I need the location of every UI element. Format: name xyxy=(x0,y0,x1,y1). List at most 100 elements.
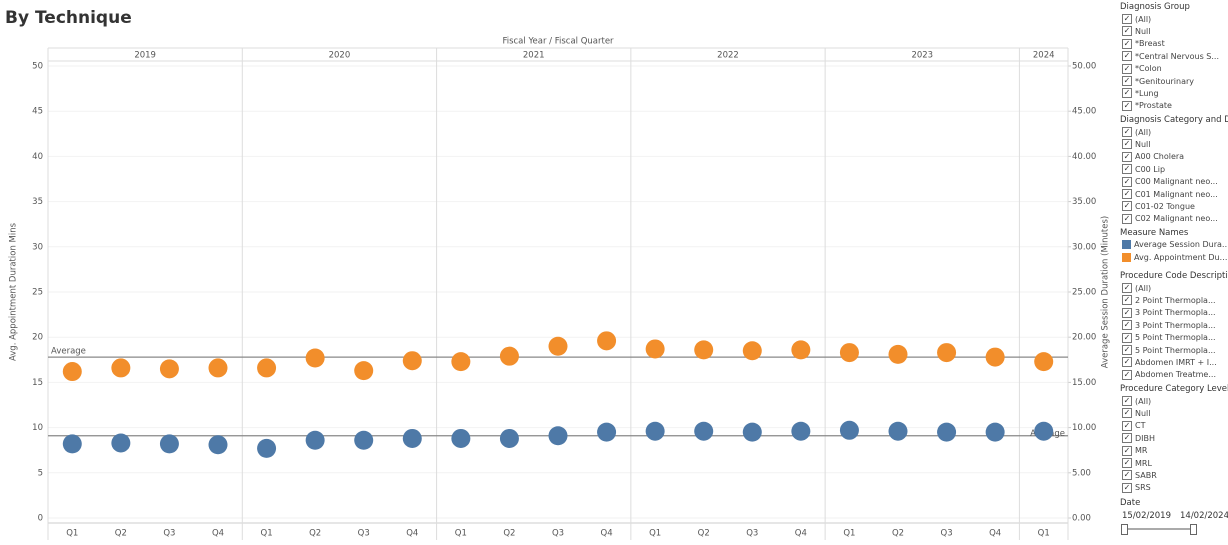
swatch xyxy=(1122,253,1131,262)
filter-item[interactable]: ✓ (All) xyxy=(1122,14,1151,24)
slider-handle[interactable] xyxy=(1190,524,1197,535)
filter-item[interactable]: ✓ Abdomen IMRT + I... xyxy=(1122,357,1217,368)
checkbox[interactable]: ✓ xyxy=(1122,201,1132,212)
point xyxy=(985,422,1005,442)
checkbox[interactable]: ✓ xyxy=(1122,445,1132,456)
legend-entry[interactable]: Avg. Appointment Du… xyxy=(1122,253,1228,262)
checkbox[interactable]: ✓ xyxy=(1122,369,1132,380)
filter-item[interactable]: ✓ *Lung xyxy=(1122,88,1159,99)
filter-item[interactable]: ✓ *Genitourinary xyxy=(1122,76,1194,86)
checkbox[interactable]: ✓ xyxy=(1122,307,1132,318)
filter-item[interactable]: ✓ 3 Point Thermopla... xyxy=(1122,320,1216,331)
checkbox[interactable]: ✓ xyxy=(1122,127,1132,137)
point xyxy=(548,426,568,446)
checkbox[interactable]: ✓ xyxy=(1122,420,1132,431)
label: (All) xyxy=(1135,283,1152,293)
filter-item[interactable]: ✓ Null xyxy=(1122,408,1151,419)
filter-item[interactable]: ✓ 5 Point Thermopla... xyxy=(1122,332,1216,343)
checkbox[interactable]: ✓ xyxy=(1122,100,1132,111)
label: *Prostate xyxy=(1135,101,1172,111)
filter-item[interactable]: ✓ 2 Point Thermopla... xyxy=(1122,295,1216,306)
label: 3 Point Thermopla... xyxy=(1135,308,1216,318)
y2-tick-label: 30.00 xyxy=(1072,242,1096,252)
legend-entry[interactable]: Average Session Dura… xyxy=(1122,240,1228,249)
label: *Lung xyxy=(1135,88,1159,98)
checkbox[interactable]: ✓ xyxy=(1122,26,1132,37)
label: 5 Point Thermopla... xyxy=(1135,333,1216,343)
checkbox[interactable]: ✓ xyxy=(1122,295,1132,306)
x-tick-label: Q1 xyxy=(1038,529,1050,539)
filter-item[interactable]: ✓ DIBH xyxy=(1122,433,1155,444)
checkbox[interactable]: ✓ xyxy=(1122,320,1132,331)
checkbox[interactable]: ✓ xyxy=(1122,458,1132,468)
checkbox[interactable]: ✓ xyxy=(1122,283,1132,293)
point xyxy=(597,331,617,351)
filter-item[interactable]: ✓ SRS xyxy=(1122,482,1151,493)
x-axis-title: Fiscal Year / Fiscal Quarter xyxy=(502,37,614,47)
checkbox[interactable]: ✓ xyxy=(1122,396,1132,406)
filter-item[interactable]: ✓ SABR xyxy=(1122,470,1157,481)
label: 3 Point Thermopla... xyxy=(1135,320,1216,330)
filter-title: Diagnosis Category and D... xyxy=(1120,115,1228,125)
y-tick-label: 0 xyxy=(38,514,43,524)
filter-item[interactable]: ✓ *Colon xyxy=(1122,63,1162,74)
checkbox[interactable]: ✓ xyxy=(1122,213,1132,224)
x-tick-label: Q2 xyxy=(309,529,321,539)
checkbox[interactable]: ✓ xyxy=(1122,76,1132,86)
point xyxy=(1034,421,1054,441)
filter-item[interactable]: ✓ MR xyxy=(1122,445,1147,456)
filter-item[interactable]: ✓ (All) xyxy=(1122,396,1151,406)
label: 14/02/2024 xyxy=(1180,511,1228,521)
checkbox[interactable]: ✓ xyxy=(1122,176,1132,187)
filter-item[interactable]: ✓ *Breast xyxy=(1122,38,1165,49)
x-tick-label: Q4 xyxy=(406,529,418,539)
filter-item[interactable]: ✓ Null xyxy=(1122,26,1151,37)
filter-item[interactable]: ✓ *Central Nervous S... xyxy=(1122,51,1219,62)
y2-tick-label: 40.00 xyxy=(1072,152,1096,162)
filter-item[interactable]: ✓ (All) xyxy=(1122,283,1151,293)
checkbox[interactable]: ✓ xyxy=(1122,51,1132,62)
filter-item[interactable]: ✓ *Prostate xyxy=(1122,100,1172,111)
checkbox[interactable]: ✓ xyxy=(1122,14,1132,24)
filter-item[interactable]: ✓ 5 Point Thermopla... xyxy=(1122,345,1216,355)
point xyxy=(111,358,131,378)
checkbox[interactable]: ✓ xyxy=(1122,164,1132,175)
y2-tick-label: 15.00 xyxy=(1072,378,1096,388)
filter-item[interactable]: ✓ CT xyxy=(1122,420,1145,431)
slider-handle[interactable] xyxy=(1121,524,1128,535)
checkbox[interactable]: ✓ xyxy=(1122,151,1132,162)
checkbox[interactable]: ✓ xyxy=(1122,470,1132,481)
filter-item[interactable]: ✓ C01-02 Tongue xyxy=(1122,201,1195,212)
checkbox[interactable]: ✓ xyxy=(1122,88,1132,99)
filter-item[interactable]: ✓ 3 Point Thermopla... xyxy=(1122,307,1216,318)
filter-item[interactable]: ✓ MRL xyxy=(1122,458,1152,468)
label: Date xyxy=(1120,498,1141,508)
group-label: 2023 xyxy=(911,51,933,61)
checkbox[interactable]: ✓ xyxy=(1122,38,1132,49)
date-slider[interactable] xyxy=(1121,524,1197,535)
filter-item[interactable]: ✓ C02 Malignant neo... xyxy=(1122,213,1218,224)
filter-item[interactable]: ✓ A00 Cholera xyxy=(1122,151,1184,162)
checkbox[interactable]: ✓ xyxy=(1122,332,1132,343)
checkbox[interactable]: ✓ xyxy=(1122,345,1132,355)
checkbox[interactable]: ✓ xyxy=(1122,357,1132,368)
label: Abdomen IMRT + I... xyxy=(1135,357,1217,367)
checkbox[interactable]: ✓ xyxy=(1122,189,1132,199)
filter-item[interactable]: ✓ Abdomen Treatme... xyxy=(1122,369,1216,380)
point xyxy=(888,421,908,441)
y2-tick-label: 50.00 xyxy=(1072,62,1096,72)
filter-item[interactable]: ✓ C00 Malignant neo... xyxy=(1122,176,1218,187)
y2-tick-label: 10.00 xyxy=(1072,423,1096,433)
checkbox[interactable]: ✓ xyxy=(1122,482,1132,493)
checkbox[interactable]: ✓ xyxy=(1122,139,1132,150)
x-tick-label: Q2 xyxy=(503,529,515,539)
filter-item[interactable]: ✓ C01 Malignant neo... xyxy=(1122,189,1218,199)
checkbox[interactable]: ✓ xyxy=(1122,408,1132,419)
checkbox[interactable]: ✓ xyxy=(1122,433,1132,444)
checkbox[interactable]: ✓ xyxy=(1122,63,1132,74)
filter-item[interactable]: ✓ C00 Lip xyxy=(1122,164,1165,175)
x-tick-label: Q4 xyxy=(795,529,807,539)
filter-item[interactable]: ✓ (All) xyxy=(1122,127,1151,137)
filter-item[interactable]: ✓ Null xyxy=(1122,139,1151,150)
